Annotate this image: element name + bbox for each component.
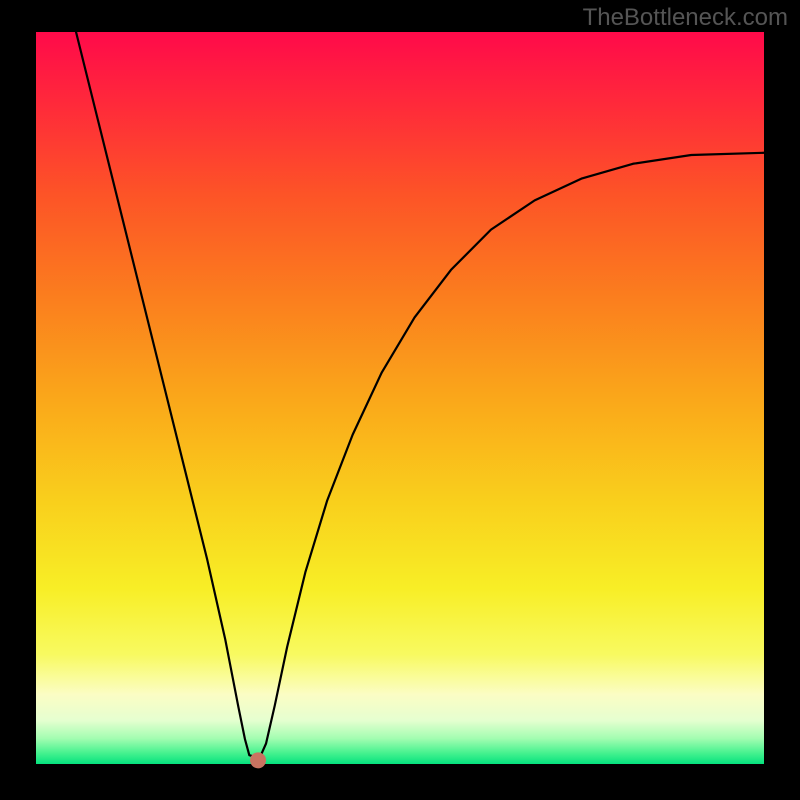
chart-stage: TheBottleneck.com [0,0,800,800]
watermark-text: TheBottleneck.com [583,4,788,32]
plot-svg [0,0,800,800]
minimum-marker [250,752,266,768]
plot-background [36,32,764,764]
